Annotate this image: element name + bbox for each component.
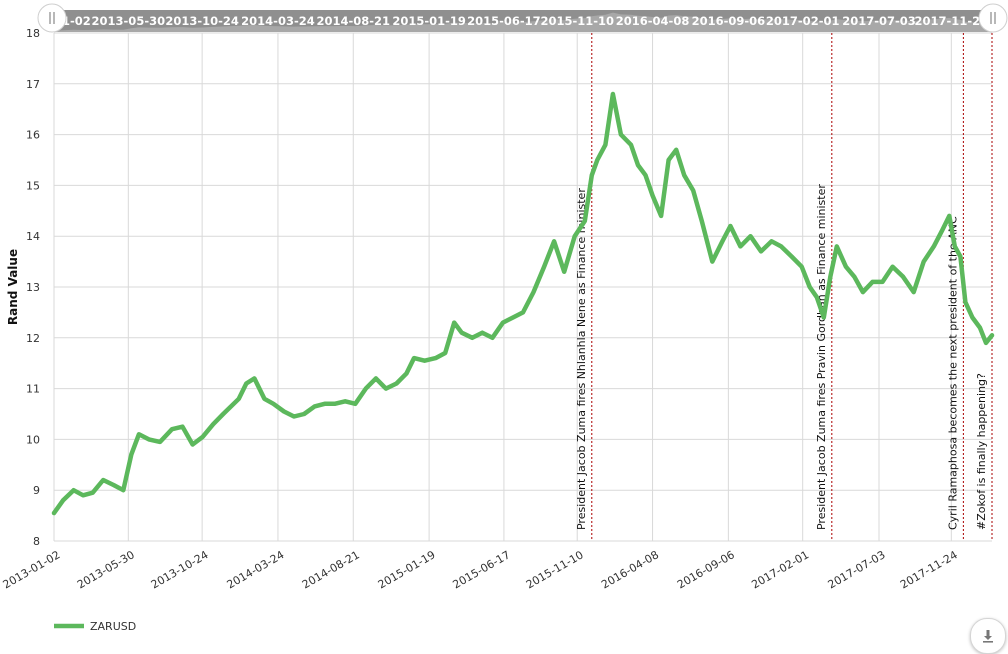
event-label: President Jacob Zuma fires Nhlanhla Nene…	[575, 188, 588, 530]
download-button[interactable]	[970, 618, 1006, 654]
series-line-zarusd	[51, 91, 995, 516]
navigator-tick-label: 2016-09-06	[692, 14, 766, 28]
x-tick-label: 2015-06-17	[451, 548, 513, 591]
x-tick-label: 2017-07-03	[826, 548, 888, 591]
navigator-tick-label: 2017-07-03	[842, 14, 916, 28]
navigator-tick-label: 2016-04-08	[616, 14, 690, 28]
download-icon	[983, 630, 993, 643]
y-tick-label: 17	[26, 78, 40, 91]
x-tick-label: 2017-02-01	[749, 548, 811, 591]
event-label: President Jacob Zuma fires Pravin Gordha…	[815, 184, 828, 530]
navigator-tick-label: 2013-10-24	[165, 14, 239, 28]
navigator-tick-label: 2017-11-24	[915, 14, 989, 28]
legend[interactable]: ZARUSD	[54, 620, 136, 633]
event-annotations: President Jacob Zuma fires Nhlanhla Nene…	[575, 33, 993, 541]
event-label: #Zokof is finally happening?	[975, 373, 988, 530]
navigator-left-handle[interactable]	[37, 3, 67, 33]
y-tick-labels: 8 9 10 11 12 13 14 15 16 17 18	[26, 27, 40, 548]
y-tick-label: 8	[33, 535, 40, 548]
x-tick-label: 2017-11-24	[898, 548, 960, 591]
navigator-tick-label: 2014-08-21	[316, 14, 390, 28]
navigator-series-area	[54, 12, 992, 32]
x-gridlines	[53, 33, 952, 541]
y-tick-label: 13	[26, 281, 40, 294]
legend-label[interactable]: ZARUSD	[90, 620, 136, 633]
range-navigator[interactable]: 2013-01-022013-05-302013-10-242014-03-24…	[17, 3, 1008, 33]
x-tick-label: 2013-01-02	[1, 548, 63, 591]
y-tick-label: 11	[26, 383, 40, 396]
x-tick-label: 2015-01-19	[376, 548, 438, 591]
navigator-tick-label: 2017-02-01	[766, 14, 840, 28]
navigator-tick-label: 2015-11-10	[540, 14, 614, 28]
x-tick-label: 2016-09-06	[675, 548, 737, 591]
y-tick-label: 14	[26, 230, 40, 243]
navigator-tick-labels: 2013-01-022013-05-302013-10-242014-03-24…	[17, 14, 988, 28]
x-tick-label: 2014-08-21	[300, 548, 362, 591]
x-tick-labels: 2013-01-02 2013-05-30 2013-10-24 2014-03-24…	[1, 548, 960, 591]
y-tick-label: 16	[26, 129, 40, 142]
y-tick-label: 18	[26, 27, 40, 40]
y-axis-title: Rand Value	[6, 249, 20, 325]
x-tick-label: 2016-04-08	[599, 548, 661, 591]
navigator-tick-label: 2013-05-30	[92, 14, 166, 28]
y-tick-label: 10	[26, 433, 40, 446]
x-tick-label: 2013-05-30	[75, 548, 137, 591]
y-tick-label: 12	[26, 332, 40, 345]
navigator-tick-label: 2015-01-19	[392, 14, 466, 28]
x-tick-label: 2015-11-10	[524, 548, 586, 591]
navigator-tick-label: 2015-06-17	[467, 14, 541, 28]
y-gridlines	[54, 32, 992, 542]
y-tick-label: 15	[26, 179, 40, 192]
x-tick-label: 2013-10-24	[149, 548, 211, 591]
event-label: Cyril Ramaphosa becomes the next preside…	[946, 216, 959, 530]
navigator-right-handle[interactable]	[978, 3, 1008, 33]
x-tick-label: 2014-03-24	[225, 548, 287, 591]
y-tick-label: 9	[33, 484, 40, 497]
navigator-tick-label: 2014-03-24	[241, 14, 315, 28]
